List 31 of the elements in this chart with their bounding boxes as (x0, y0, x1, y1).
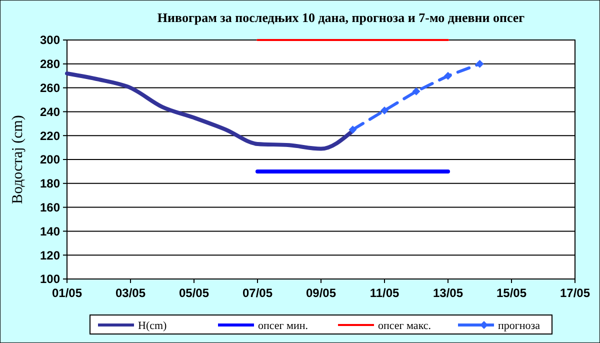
y-tick-label: 120 (40, 248, 60, 262)
y-tick-label: 220 (40, 128, 60, 143)
x-tick-label: 09/05 (306, 286, 336, 300)
x-tick-label: 05/05 (178, 286, 210, 300)
point (476, 60, 484, 68)
x-tick-label: 07/05 (242, 286, 273, 300)
y-tick-label: 200 (40, 152, 60, 167)
y-tick-label: 280 (40, 57, 60, 72)
y-axis-title: Водостај (cm) (10, 115, 26, 204)
legend-label: опсег макс. (378, 320, 432, 332)
y-tick-label: 180 (40, 176, 60, 191)
x-tick-label: 01/05 (52, 286, 82, 300)
y-tick-label: 240 (40, 104, 60, 119)
x-tick-label: 13/05 (432, 286, 464, 300)
point (380, 106, 388, 115)
y-tick-label: 260 (40, 81, 60, 95)
point (444, 72, 452, 80)
legend-label: прогноза (498, 320, 540, 332)
x-tick-label: 03/05 (115, 286, 146, 300)
y-tick-label: 100 (40, 272, 60, 286)
chart-title: Нивограм за последњих 10 дана, прогноза и 7-мо дневни опсег (157, 10, 525, 25)
point (348, 126, 357, 134)
y-tick-label: 160 (40, 200, 60, 214)
legend-label: опсег мин. (258, 320, 308, 332)
point (412, 87, 420, 96)
y-tick-label: 300 (40, 33, 60, 48)
x-tick-label: 17/05 (560, 286, 590, 300)
x-tick-label: 11/05 (370, 286, 400, 300)
legend-label: H(cm) (138, 320, 168, 332)
x-tick-label: 15/05 (496, 286, 527, 300)
y-tick-label: 140 (40, 224, 60, 238)
